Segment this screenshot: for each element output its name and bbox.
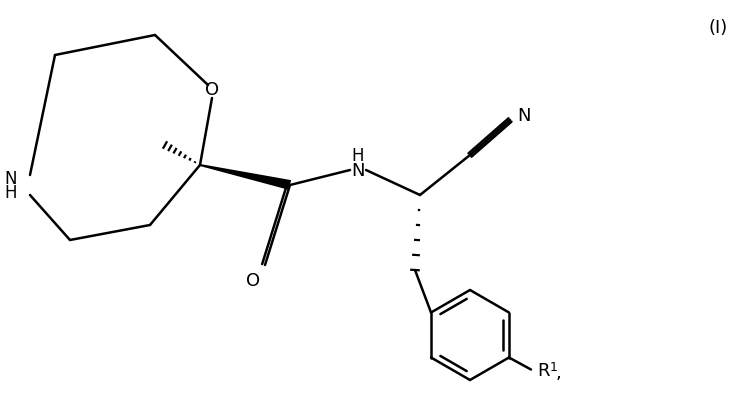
Text: N: N xyxy=(5,170,17,188)
Text: (I): (I) xyxy=(708,19,728,37)
Text: R: R xyxy=(537,362,550,380)
Text: O: O xyxy=(205,81,219,99)
Text: H: H xyxy=(5,184,17,202)
Text: N: N xyxy=(517,107,531,125)
Text: H: H xyxy=(352,147,364,165)
Text: 1: 1 xyxy=(550,361,558,374)
Text: N: N xyxy=(351,162,365,180)
Polygon shape xyxy=(200,164,291,190)
Text: ,: , xyxy=(556,364,562,382)
Text: O: O xyxy=(246,272,260,290)
